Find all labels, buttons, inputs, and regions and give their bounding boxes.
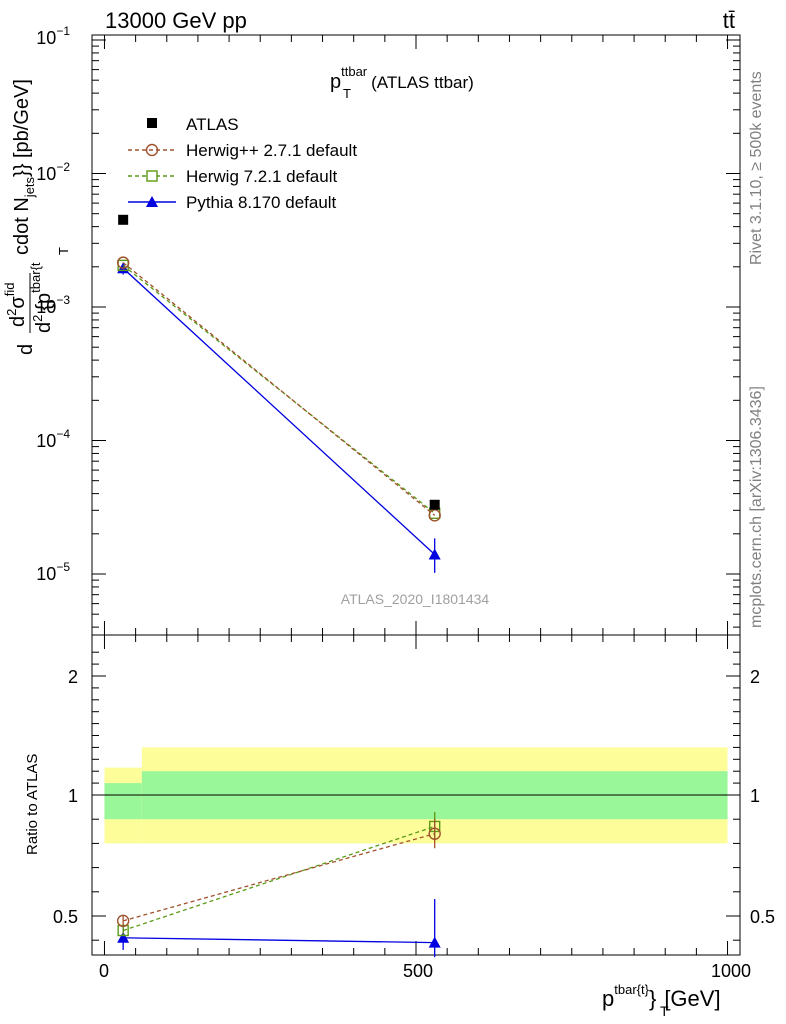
xtick-label-500: 500 (403, 961, 433, 981)
legend-marker-pythia (146, 196, 158, 207)
ratio-axis-ticks (92, 635, 740, 955)
svg-text:T: T (56, 247, 71, 255)
ratio-ytick-label-05-right: 0.5 (750, 907, 775, 927)
ytick-label-2: 10−2 (36, 160, 70, 184)
main-point-pythia-1 (428, 548, 441, 560)
ratio-point-pythia-0 (117, 931, 130, 943)
legend-label-pythia: Pythia 8.170 default (186, 193, 337, 212)
mcplots-label: mcplots.cern.ch [arXiv:1306.3436] (748, 386, 765, 628)
main-line-herwigpp (122, 262, 436, 516)
ratio-line-herwigpp (122, 833, 435, 922)
ratio-ytick-label-2-left: 2 (68, 667, 78, 687)
main-point-atlas-1 (429, 499, 440, 510)
legend-marker-atlas (147, 118, 157, 128)
ratio-ytick-label-1-right: 1 (750, 786, 760, 806)
main-series-layer (116, 214, 441, 573)
xtick-label-1000: 1000 (711, 961, 751, 981)
xtick-label-0: 0 (99, 961, 109, 981)
ratio-point-herwigpp-0 (116, 914, 130, 928)
main-line-pythia (122, 267, 436, 555)
ytick-label-1: 10−1 (36, 24, 70, 48)
svg-text:cdot Njets}} [pb/GeV]: cdot Njets}} [pb/GeV] (11, 79, 37, 255)
legend: ATLAS Herwig++ 2.7.1 default Herwig 7.2.… (128, 115, 357, 212)
svg-text:d2σfid: d2σfid (2, 283, 29, 327)
rivet-label: Rivet 3.1.10, ≥ 500k events (748, 71, 765, 265)
plot-title-sub: T (343, 86, 351, 101)
xlabel: ptbar{t}} [GeV] (602, 982, 721, 1011)
ratio-line-herwig7 (122, 825, 435, 932)
main-ytick-labels: 10−1 10−2 10−3 10−4 10−5 (36, 24, 70, 584)
ytick-label-4: 10−4 (36, 427, 70, 451)
main-point-herwigpp-1 (428, 509, 441, 522)
main-axis-ticks (92, 35, 740, 635)
main-line-herwig7 (122, 264, 436, 514)
process-label: tt̄ (723, 8, 735, 33)
ratio-point-herwigpp-1 (428, 827, 441, 840)
ratio-point-pythia-1 (428, 936, 441, 948)
xlabel-sub: T (660, 1003, 669, 1019)
collision-label: 13000 GeV pp (105, 8, 247, 33)
svg-text:d2{ptbar{t: d2{ptbar{t (28, 262, 55, 333)
ratio-series-layer (116, 811, 441, 958)
ratio-line-pythia (123, 937, 435, 944)
ratio-band-inner-0 (104, 783, 142, 820)
main-ylabel: d d2σfid d2{ptbar{t T cdot Njets}} [pb/G… (2, 79, 71, 355)
legend-label-herwig7: Herwig 7.2.1 default (186, 167, 337, 186)
legend-marker-herwig7 (146, 170, 158, 182)
legend-label-herwigpp: Herwig++ 2.7.1 default (186, 141, 357, 160)
main-point-atlas-0 (118, 214, 129, 225)
ratio-ytick-label-2-right: 2 (750, 667, 760, 687)
ratio-ytick-label-1-left: 1 (68, 786, 78, 806)
ytick-label-5: 10−5 (36, 560, 70, 584)
ratio-ylabel: Ratio to ATLAS (24, 754, 41, 855)
plot-title: pttbar(ATLAS ttbar) (330, 64, 474, 93)
main-point-herwigpp-0 (116, 256, 130, 269)
ytick-label-3: 10−3 (36, 293, 70, 317)
legend-marker-herwigpp (145, 143, 159, 157)
svg-text:d: d (15, 344, 37, 355)
ratio-bands (92, 747, 740, 844)
analysis-id-label: ATLAS_2020_I1801434 (341, 591, 490, 607)
ratio-ytick-label-05-left: 0.5 (53, 907, 78, 927)
legend-label-atlas: ATLAS (186, 115, 239, 134)
